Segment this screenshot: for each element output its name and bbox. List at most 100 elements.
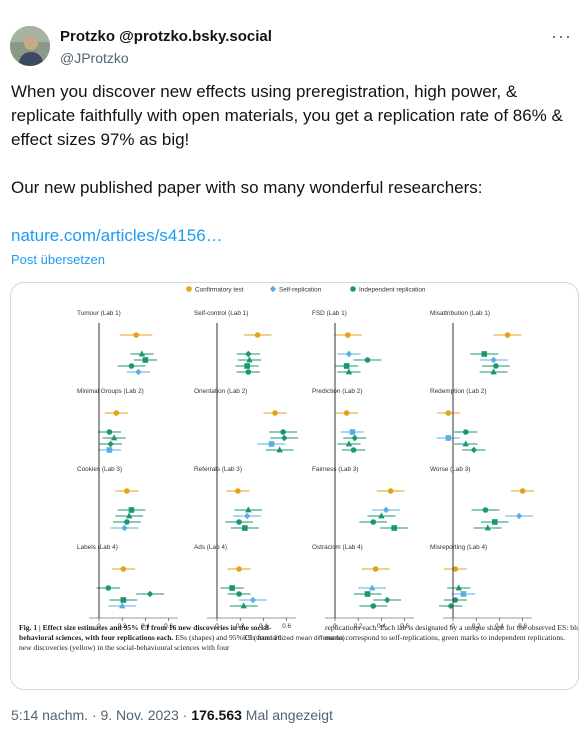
x-tick-label: 0.4	[141, 623, 150, 630]
caption-left-rest: ESs (shapes) and 95% CIs from 16 new dis…	[19, 633, 282, 652]
translate-post-link[interactable]: Post übersetzen	[11, 252, 105, 267]
es-marker	[368, 584, 376, 591]
es-marker	[105, 585, 112, 591]
es-marker	[445, 435, 452, 441]
x-tick-label: 0.6	[400, 623, 409, 630]
es-marker	[504, 332, 511, 338]
legend-marker	[269, 285, 277, 293]
panel-label: Worse (Lab 3)	[430, 466, 470, 473]
x-tick-label: 0.4	[377, 623, 386, 630]
panel-label: Prediction (Lab 2)	[312, 388, 362, 395]
es-marker	[445, 410, 452, 416]
es-marker	[125, 512, 133, 519]
x-tick-label: 0	[451, 623, 455, 630]
es-marker	[236, 566, 242, 572]
caption-left: Fig. 1 | Effect size estimates and 95% C…	[19, 623, 287, 653]
author-name[interactable]: Protzko @protzko.bsky.social	[60, 28, 272, 45]
es-marker	[245, 350, 252, 358]
es-marker	[106, 447, 113, 453]
es-marker	[243, 512, 251, 520]
es-marker	[490, 368, 497, 375]
legend-marker	[350, 286, 356, 292]
es-marker	[135, 368, 142, 376]
forest-plot-figure: Confirmatory test Self-replication Indepen…	[77, 285, 535, 642]
panel-label: Redemption (Lab 2)	[430, 388, 486, 395]
es-marker	[133, 332, 139, 338]
es-marker	[384, 596, 391, 604]
x-tick-label: 0.2	[236, 623, 245, 630]
tweet-paragraph-1: When you discover new effects using prer…	[11, 82, 563, 149]
x-tick-label: 0.6	[164, 623, 173, 630]
views-label: Mal angezeigt	[241, 707, 333, 723]
es-marker	[345, 368, 353, 375]
es-marker	[236, 519, 242, 525]
es-marker	[378, 512, 385, 519]
panel-label: Labels (Lab 4)	[77, 544, 118, 551]
es-marker	[245, 506, 252, 513]
caption-right: replications each. Each lab is designate…	[325, 623, 579, 642]
es-marker	[493, 363, 499, 369]
legend-label: Confirmatory test	[195, 287, 244, 294]
es-marker	[235, 488, 241, 494]
es-marker	[351, 434, 358, 442]
panel-label: Minimal Groups (Lab 2)	[77, 388, 144, 395]
es-marker	[490, 356, 497, 364]
x-tick-label: 0.2	[472, 623, 481, 630]
es-marker	[519, 488, 526, 494]
panel-label: Tumour (Lab 1)	[77, 310, 121, 317]
es-marker	[128, 363, 135, 369]
es-marker	[481, 351, 488, 357]
x-tick-label: 0.6	[282, 623, 291, 630]
panel-label: Misreporting (Lab 4)	[430, 544, 487, 551]
attached-figure-image[interactable]: Confirmatory test Self-replication Indepen…	[10, 282, 579, 690]
tweet-meta: 5:14 nachm. · 9. Nov. 2023 · 176.563 Mal…	[11, 707, 333, 723]
es-marker	[138, 350, 146, 357]
es-marker	[391, 525, 397, 531]
es-marker	[128, 507, 135, 513]
timestamp[interactable]: 5:14 nachm. · 9. Nov. 2023 ·	[11, 707, 192, 723]
es-marker	[350, 447, 357, 453]
es-marker	[349, 429, 356, 435]
legend-marker	[186, 286, 192, 292]
x-tick-label: 0.4	[495, 623, 504, 630]
es-marker	[120, 566, 127, 572]
article-link[interactable]: nature.com/articles/s4156…	[11, 226, 223, 245]
es-marker	[370, 519, 377, 525]
more-options-icon[interactable]: ···	[551, 26, 572, 46]
view-count: 176.563	[191, 707, 242, 723]
es-marker	[119, 602, 126, 609]
tweet-text: When you discover new effects using prer…	[11, 80, 571, 248]
es-marker	[280, 429, 286, 435]
x-tick-label: 0	[97, 623, 101, 630]
x-tick-label: 0	[215, 623, 219, 630]
es-marker	[120, 597, 127, 603]
author-handle[interactable]: @JProtzko	[60, 50, 129, 66]
panel-label: Ads (Lab 4)	[194, 544, 227, 551]
legend-label: Self-replication	[279, 287, 322, 294]
panel-label: Ostracism (Lab 4)	[312, 544, 363, 551]
es-marker	[276, 446, 283, 453]
panel-label: Misattribution (Lab 1)	[430, 310, 490, 317]
es-marker	[364, 357, 371, 363]
es-marker	[447, 602, 454, 610]
es-marker	[462, 440, 469, 447]
panel-label: Cookies (Lab 3)	[77, 466, 122, 473]
avatar[interactable]	[10, 26, 50, 66]
es-marker	[343, 410, 350, 416]
es-marker	[244, 363, 250, 369]
es-marker	[344, 332, 351, 338]
es-marker	[343, 363, 350, 369]
es-marker	[124, 519, 130, 525]
es-marker	[484, 524, 491, 531]
es-marker	[452, 566, 459, 572]
es-marker	[515, 512, 523, 520]
es-marker	[121, 524, 128, 532]
es-marker	[272, 410, 278, 416]
es-marker	[382, 506, 390, 514]
tweet-header: Protzko @protzko.bsky.social @JProtzko ·…	[10, 26, 580, 70]
panel-label: Referrals (Lab 3)	[194, 466, 242, 473]
es-marker	[146, 590, 154, 598]
panel-label: Orientation (Lab 2)	[194, 388, 247, 395]
es-marker	[387, 488, 394, 494]
es-marker	[229, 585, 235, 591]
